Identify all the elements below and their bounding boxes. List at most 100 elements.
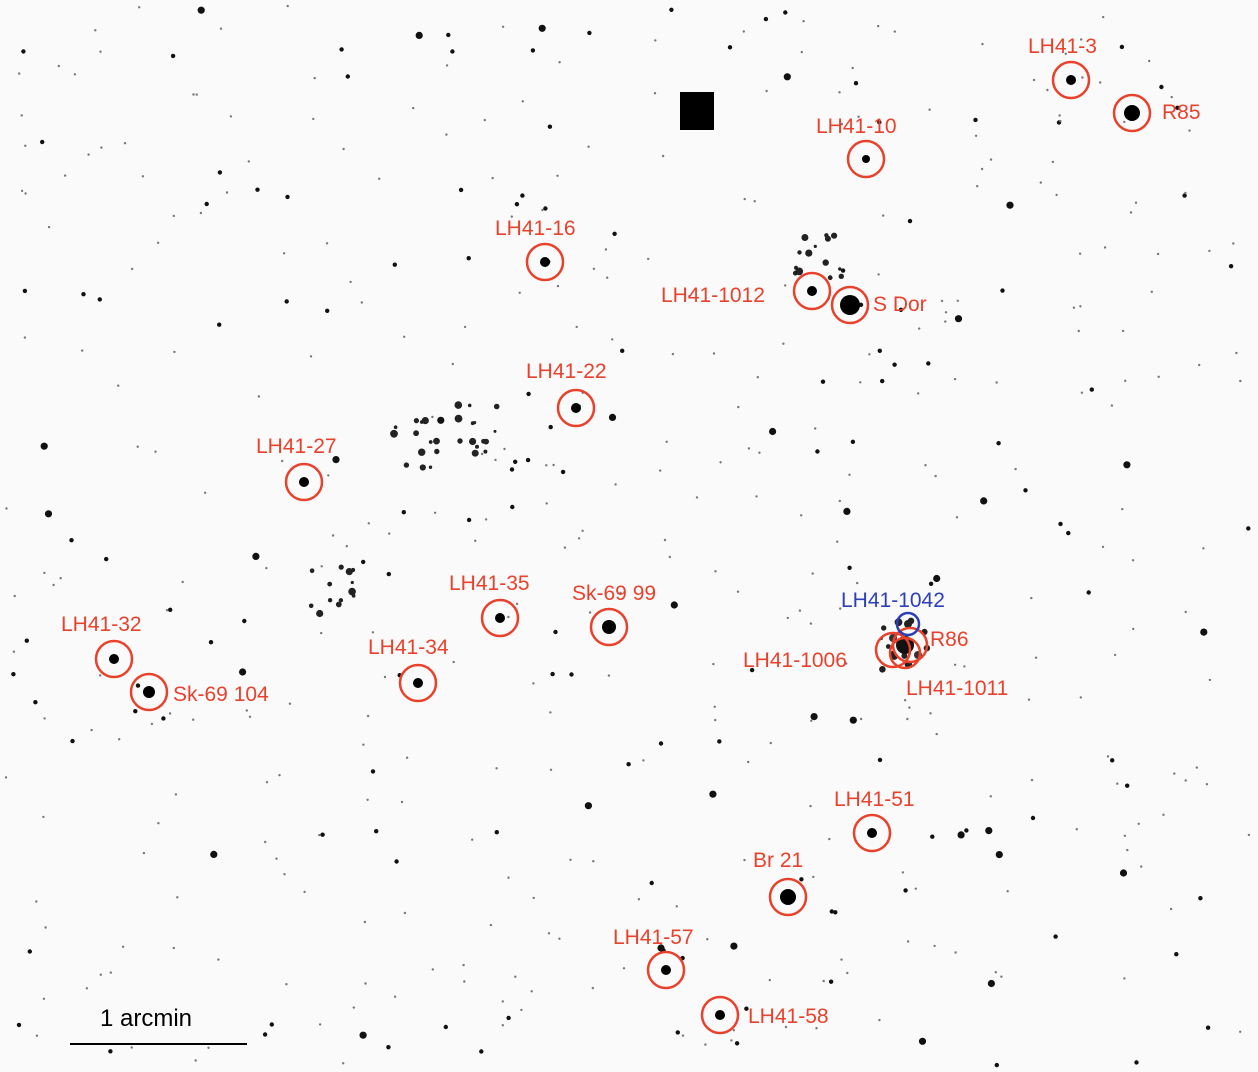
background-star xyxy=(24,144,27,147)
background-star xyxy=(783,10,788,15)
background-star xyxy=(154,450,157,453)
background-star xyxy=(475,444,479,449)
background-star xyxy=(443,1024,448,1030)
background-star xyxy=(90,728,93,732)
background-star xyxy=(1119,869,1128,877)
background-star xyxy=(892,362,897,367)
background-star xyxy=(989,795,992,798)
background-star xyxy=(953,663,957,666)
background-star xyxy=(637,898,641,901)
background-star xyxy=(1247,833,1251,837)
background-star xyxy=(848,473,851,476)
background-star xyxy=(918,327,921,330)
background-star xyxy=(345,74,350,79)
background-star xyxy=(550,671,555,677)
background-star xyxy=(12,650,16,653)
background-star xyxy=(713,705,716,708)
background-star xyxy=(18,72,21,75)
background-star xyxy=(217,170,223,175)
background-star xyxy=(815,449,820,454)
background-star xyxy=(547,124,553,129)
background-star xyxy=(840,123,844,126)
background-star xyxy=(1239,379,1242,383)
background-star xyxy=(824,235,831,242)
background-star xyxy=(877,273,880,276)
background-star xyxy=(283,873,286,876)
background-star xyxy=(509,467,515,472)
background-star xyxy=(1157,375,1160,378)
background-star xyxy=(309,568,315,573)
background-star xyxy=(138,6,141,9)
background-star xyxy=(493,429,497,433)
background-star xyxy=(457,438,463,444)
background-star xyxy=(172,946,175,950)
background-star xyxy=(474,539,477,542)
background-star xyxy=(964,828,969,833)
background-star xyxy=(43,717,46,720)
star-lh41-34 xyxy=(413,678,423,688)
background-star xyxy=(327,474,330,477)
marker-sk69-99 xyxy=(589,607,629,647)
star-lh41-10 xyxy=(862,155,870,163)
background-star xyxy=(281,459,284,463)
background-star xyxy=(828,979,834,984)
background-star xyxy=(130,267,134,271)
background-star xyxy=(1170,95,1173,99)
label-lh41-1042: LH41-1042 xyxy=(841,589,945,612)
background-star xyxy=(829,909,834,914)
label-lh41-1006: LH41-1006 xyxy=(743,649,847,672)
background-star xyxy=(123,142,127,145)
background-star xyxy=(352,1006,355,1009)
label-lh41-57: LH41-57 xyxy=(613,926,694,949)
background-star xyxy=(312,117,315,121)
background-star xyxy=(501,25,505,28)
background-star xyxy=(451,362,454,366)
background-star xyxy=(282,252,286,255)
background-star xyxy=(658,741,664,746)
background-star xyxy=(518,291,521,294)
background-star xyxy=(980,497,988,505)
background-star xyxy=(742,30,745,33)
background-star xyxy=(987,979,996,988)
background-star xyxy=(207,1046,210,1050)
background-star xyxy=(809,622,813,625)
background-star xyxy=(929,712,932,715)
background-star xyxy=(661,154,665,158)
background-star xyxy=(172,214,175,218)
background-star xyxy=(99,674,102,677)
background-star xyxy=(730,1039,733,1042)
background-star xyxy=(394,859,399,864)
background-star xyxy=(199,211,203,215)
background-star xyxy=(69,538,74,543)
background-star xyxy=(24,192,27,195)
background-star xyxy=(510,504,515,510)
background-star xyxy=(1000,975,1003,978)
background-star xyxy=(192,93,195,96)
background-star xyxy=(264,840,267,844)
background-star xyxy=(836,540,839,543)
background-star xyxy=(996,441,1001,446)
background-star xyxy=(1228,264,1234,269)
background-star xyxy=(822,979,825,983)
background-star xyxy=(1198,363,1201,367)
background-star xyxy=(21,49,26,54)
background-star xyxy=(545,464,548,467)
background-star xyxy=(70,738,75,744)
marker-lh41-22 xyxy=(556,388,596,428)
marker-lh41-32 xyxy=(94,639,134,679)
background-star xyxy=(413,430,419,437)
background-star xyxy=(1030,778,1034,782)
background-star xyxy=(217,958,220,961)
marker-r85 xyxy=(1112,93,1152,133)
background-star xyxy=(63,174,67,177)
background-star xyxy=(208,640,214,645)
background-star xyxy=(320,832,325,837)
background-star xyxy=(743,197,746,201)
background-star xyxy=(257,395,261,398)
background-star xyxy=(204,201,209,207)
background-star xyxy=(608,413,617,421)
background-star xyxy=(1134,201,1138,204)
background-star xyxy=(339,47,344,52)
background-star xyxy=(393,425,398,430)
